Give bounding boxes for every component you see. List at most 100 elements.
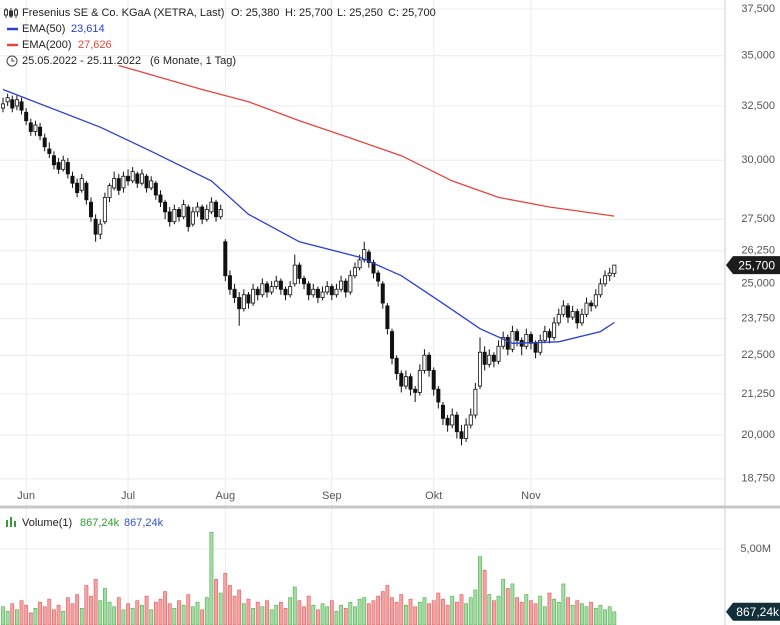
candle-body (413, 388, 418, 393)
volume-bar (195, 601, 200, 625)
candle-body (496, 345, 501, 362)
volume-icon (6, 517, 16, 527)
candle-body (112, 178, 117, 189)
candle-body (237, 297, 242, 310)
candle-body (14, 99, 19, 107)
volume-bar (306, 595, 311, 625)
volume-bar (612, 611, 617, 625)
volume-bar (566, 597, 570, 625)
candle-body (204, 209, 209, 220)
candle-body (264, 283, 269, 293)
candle-body (153, 182, 158, 196)
candle-body (56, 162, 61, 170)
y-tick-label: 37,500 (741, 3, 775, 15)
volume-bar (116, 597, 121, 625)
candle-body (561, 305, 566, 315)
volume-bar (454, 601, 459, 625)
candle-body (292, 264, 297, 285)
candle-body (70, 175, 75, 184)
candle-body (84, 182, 89, 201)
candle-body (343, 280, 348, 293)
candle-body (144, 175, 149, 189)
candle-body (10, 99, 15, 109)
volume-bar (552, 598, 557, 625)
volume-bar (575, 600, 580, 625)
candle-body (163, 201, 168, 213)
volume-bar (320, 603, 325, 625)
header-value: O: 25,380 (231, 7, 279, 19)
x-tick-label: Okt (425, 490, 442, 502)
volume-bar (126, 603, 130, 625)
volume-bar (144, 595, 149, 625)
candle-body (315, 288, 320, 298)
volume-bar (15, 609, 19, 625)
labels: Fresenius SE & Co. KGaA (XETRA, Last) O:… (4, 3, 780, 621)
candle-body (528, 334, 533, 344)
volume-bar (334, 611, 339, 625)
candle-body (24, 111, 29, 122)
volume-bar (547, 592, 552, 625)
candle-body (158, 194, 163, 203)
volume-bar (311, 604, 316, 625)
volume-bar (89, 595, 93, 625)
volume-bar (149, 609, 154, 625)
volume-bar (394, 601, 399, 625)
candle-body (468, 414, 473, 426)
candle-body (431, 370, 436, 390)
candle-body (440, 404, 445, 419)
volume-bar (538, 595, 543, 625)
candle-body (167, 211, 172, 223)
volume-bar (246, 598, 251, 625)
candle-body (454, 414, 459, 433)
volume-bar (468, 597, 473, 625)
date-range: 25.05.2022 - 25.11.2022 (22, 55, 141, 67)
volume-bar (33, 607, 38, 625)
volume-bar (10, 603, 15, 625)
y-tick-label: 25,000 (741, 278, 775, 290)
candle-body (491, 354, 496, 362)
volume-bar (464, 603, 469, 625)
header-value: H: 25,700 (285, 7, 333, 19)
y-tick-label: 21,250 (741, 388, 775, 400)
volume-bar (158, 598, 163, 625)
candle-body (98, 223, 103, 235)
volume-bar (524, 594, 529, 625)
candle-body (589, 302, 594, 307)
candle-body (436, 388, 441, 403)
volume-bar (288, 597, 293, 625)
candle-body (274, 280, 279, 287)
volume-bar (181, 604, 186, 625)
y-tick-label: 30,000 (741, 154, 775, 166)
volume-bar (283, 607, 288, 625)
volume-bar (325, 606, 330, 625)
candle-body (320, 291, 325, 298)
volume-bar (399, 594, 404, 625)
candle-body (334, 288, 339, 296)
candle-body (399, 373, 404, 387)
volume-bar (70, 603, 75, 625)
candle-body (200, 206, 205, 220)
volume-bar (427, 603, 431, 625)
volume-bar (542, 606, 547, 625)
candle-body (612, 264, 617, 274)
volume-bar (589, 601, 594, 625)
volume-bar (450, 595, 455, 625)
candle-body (459, 431, 464, 439)
volume-bar (214, 579, 218, 625)
candle-body (283, 288, 288, 296)
candle-body (1, 103, 6, 109)
x-tick-label: Nov (521, 490, 541, 502)
legend-label: EMA(200) (22, 39, 72, 51)
volume-bar (376, 595, 381, 625)
volume-bar (607, 606, 612, 625)
candle-body (186, 206, 191, 228)
candle-body (19, 101, 24, 111)
candle-body (209, 201, 214, 213)
x-tick-label: Jun (17, 490, 35, 502)
candle-body (510, 331, 515, 350)
volume-bar (598, 604, 603, 625)
volume-bar (408, 598, 413, 625)
volume-bar (232, 595, 237, 625)
volume-bar (441, 598, 445, 625)
candle-body (227, 275, 232, 290)
